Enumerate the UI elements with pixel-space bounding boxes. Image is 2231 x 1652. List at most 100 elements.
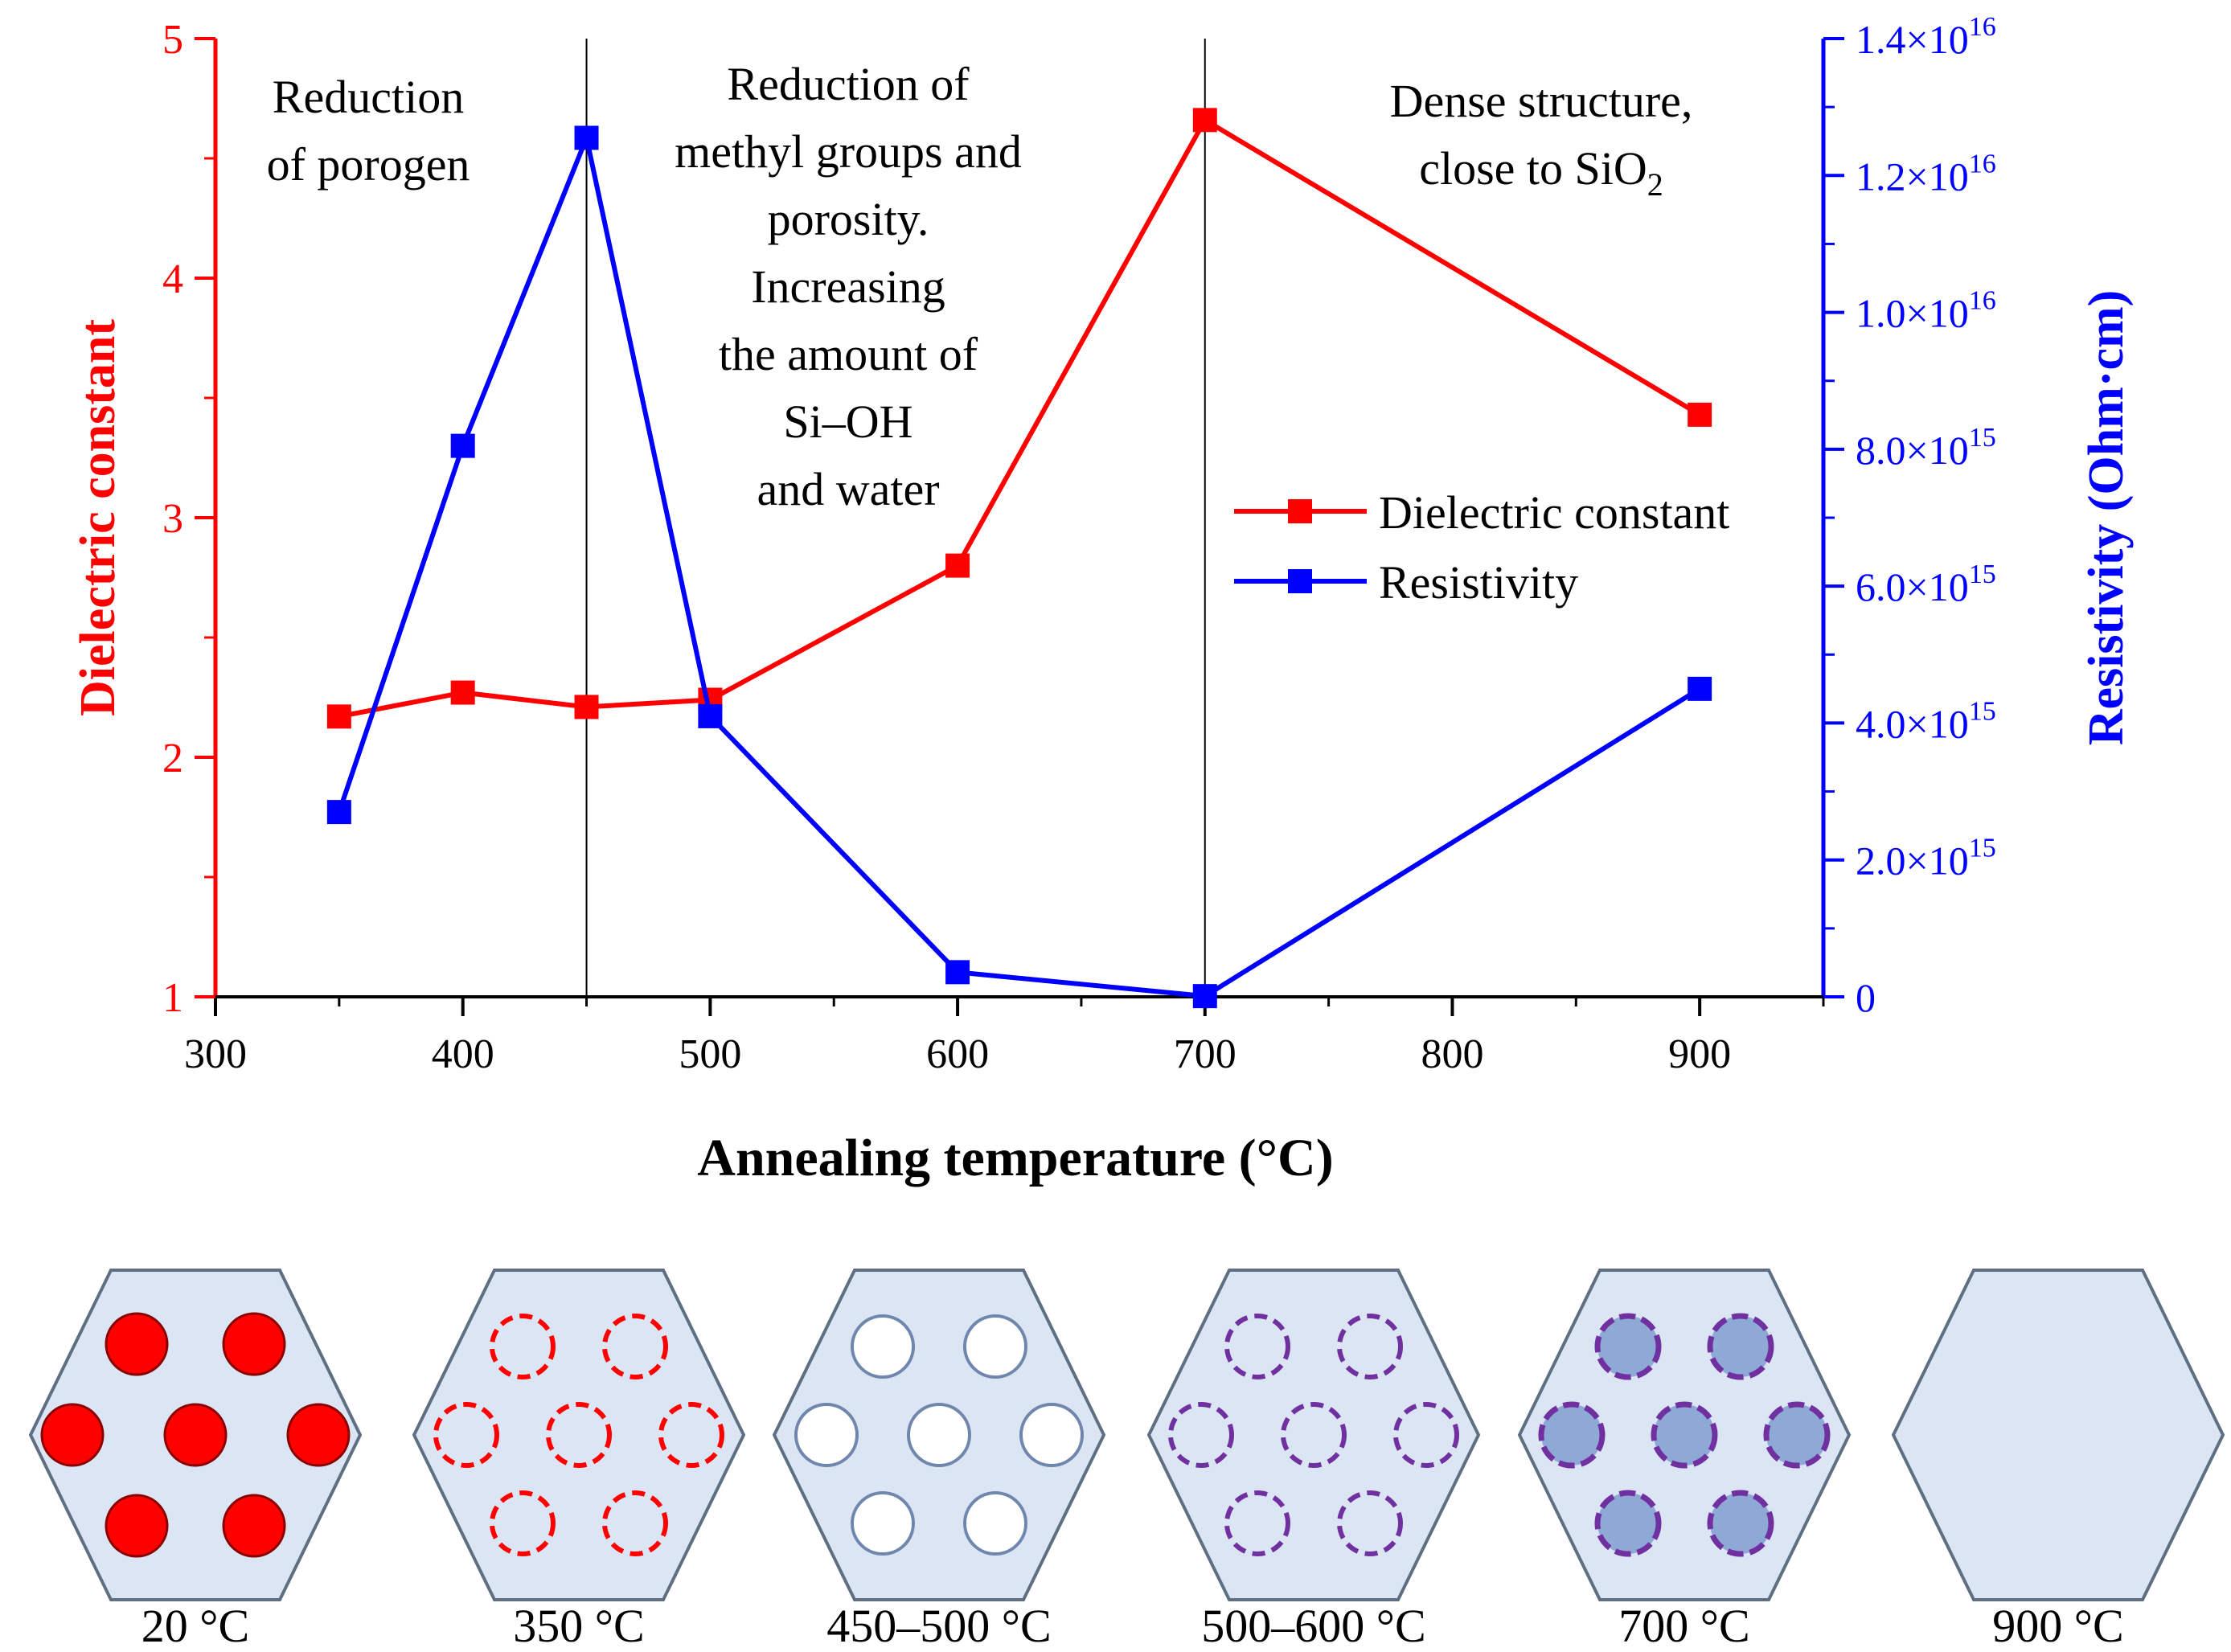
right-y-tick-label: 4.0×1015: [1856, 696, 1996, 746]
pore: [602, 1314, 668, 1379]
plot-area: 300 400 500 600 700 800 9001234502.0×10154.0×1…: [162, 12, 1996, 1077]
pore: [907, 1403, 971, 1467]
data-point-resistivity: [574, 125, 599, 150]
region-label-methyl: Reduction of methyl groups and porosity. In…: [675, 58, 1022, 515]
diagram-label: 450–500 °C: [826, 1600, 1051, 1652]
pore: [163, 1403, 228, 1467]
right-y-tick-exponent: 16: [1969, 286, 1996, 316]
pore: [490, 1490, 556, 1556]
pore-diagram-1: 350 °C: [412, 1269, 746, 1652]
data-point-dielectric: [326, 704, 351, 729]
pore: [1337, 1314, 1403, 1379]
pore: [222, 1494, 286, 1558]
left-y-tick-label: 1: [162, 975, 183, 1021]
right-y-tick-exponent: 15: [1969, 560, 1996, 589]
right-y-tick-label: 0: [1856, 975, 1876, 1020]
pore: [222, 1312, 286, 1376]
region-label-line: Increasing: [751, 260, 945, 313]
pore: [1707, 1313, 1774, 1380]
diagram-label: 20 °C: [141, 1600, 249, 1652]
data-point-resistivity: [326, 800, 351, 825]
x-tick-label: 500: [679, 1031, 741, 1077]
data-point-resistivity: [945, 960, 970, 985]
x-tick-label: 900: [1668, 1031, 1731, 1077]
pore: [1337, 1490, 1403, 1556]
data-point-dielectric: [945, 553, 970, 578]
pore: [963, 1314, 1027, 1379]
right-y-tick-exponent: 16: [1969, 12, 1996, 42]
right-y-tick-mantissa: 4.0×10: [1856, 701, 1969, 746]
axis-ticks: 300 400 500 600 700 800 9001234502.0×10154.0×1…: [162, 12, 1996, 1077]
pore: [851, 1491, 915, 1556]
right-y-tick-exponent: 16: [1969, 149, 1996, 178]
data-point-dielectric: [1688, 402, 1712, 427]
pore: [1707, 1490, 1774, 1557]
series-line-dielectric: [338, 117, 1701, 719]
region-label-line: Reduction of: [727, 58, 970, 110]
region-label-line: close to SiO: [1419, 142, 1647, 195]
diagram-label: 500–600 °C: [1201, 1600, 1425, 1652]
diagram-label: 700 °C: [1618, 1600, 1749, 1652]
data-point-dielectric: [450, 680, 475, 705]
right-y-tick-exponent: 15: [1969, 423, 1996, 453]
left-y-axis-title: Dielectric constant: [71, 319, 125, 716]
right-y-tick-mantissa: 6.0×10: [1856, 564, 1969, 609]
data-point-resistivity: [1688, 676, 1712, 701]
pore: [963, 1491, 1027, 1556]
right-y-tick-label: 6.0×1015: [1856, 560, 1996, 609]
right-y-tick-mantissa: 1.0×10: [1856, 291, 1969, 336]
legend-label-dielectric: Dielectric constant: [1379, 486, 1729, 539]
pore: [851, 1314, 915, 1379]
pore: [1594, 1313, 1662, 1380]
pore: [1763, 1401, 1831, 1469]
left-y-tick-label: 4: [162, 256, 183, 302]
pore: [40, 1403, 105, 1467]
region-label-line: methyl groups and: [675, 125, 1022, 178]
pore: [490, 1314, 556, 1379]
right-y-tick-mantissa: 2.0×10: [1856, 838, 1969, 883]
x-tick-label: 800: [1421, 1031, 1483, 1077]
legend: Dielectric constant Resistivity: [1234, 486, 1729, 609]
pore: [1538, 1401, 1606, 1469]
right-y-tick-exponent: 15: [1969, 834, 1996, 863]
pore: [286, 1403, 351, 1467]
pore-diagram-0: 20 °C: [28, 1269, 363, 1652]
subscript: 2: [1647, 166, 1663, 203]
pore: [1651, 1401, 1718, 1469]
data-point-resistivity: [1192, 984, 1217, 1009]
region-label-line: the amount of: [719, 328, 978, 380]
pore: [105, 1312, 169, 1376]
hexagon: [1891, 1269, 2225, 1601]
left-y-tick-label: 2: [162, 736, 183, 781]
right-y-tick-label: 8.0×1015: [1856, 423, 1996, 473]
region-label-line: porosity.: [768, 193, 929, 245]
pore: [1168, 1402, 1234, 1468]
pore: [1393, 1402, 1459, 1468]
diagram-label: 900 °C: [1992, 1600, 2123, 1652]
right-y-axis-title: Resistivity (Ohm·cm): [2079, 290, 2134, 746]
region-dividers: [585, 39, 1206, 997]
legend-label-resistivity: Resistivity: [1379, 556, 1578, 609]
pore: [105, 1494, 169, 1558]
pore: [794, 1403, 859, 1467]
x-tick-label: 600: [926, 1031, 989, 1077]
region-label-dense: Dense structure, close to SiO2: [1390, 75, 1693, 203]
right-y-tick-mantissa: 1.2×10: [1856, 154, 1969, 199]
hexagon: [412, 1269, 746, 1601]
region-label-porogen: Reduction of porogen: [267, 71, 470, 191]
x-axis-title: Annealing temperature (°C): [697, 1129, 1333, 1187]
left-y-tick-label: 3: [162, 496, 183, 542]
x-tick-label: 700: [1174, 1031, 1236, 1077]
legend-marker-resistivity: [1288, 569, 1312, 593]
right-y-tick-label: 1.2×1016: [1856, 149, 1996, 199]
x-tick-label: 300: [184, 1031, 247, 1077]
pore: [602, 1490, 668, 1556]
region-label-line: and water: [757, 463, 939, 515]
pore: [1224, 1490, 1290, 1556]
region-label-line: of porogen: [267, 138, 470, 191]
region-labels: Reduction of porogen Reduction of methyl gr…: [267, 58, 1693, 515]
pore: [1281, 1402, 1347, 1468]
diagram-label: 350 °C: [513, 1600, 644, 1652]
pore: [433, 1402, 499, 1468]
